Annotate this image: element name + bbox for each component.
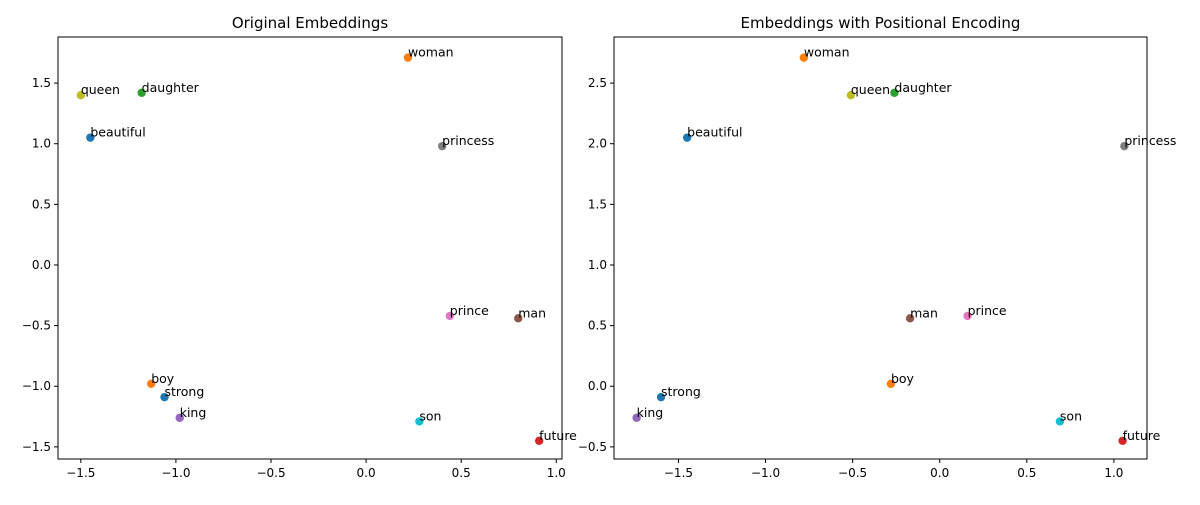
point-princess <box>1120 141 1129 151</box>
point-beautiful <box>86 133 95 142</box>
x-tick-label: 0.0 <box>930 466 949 480</box>
y-tick-label: 0.5 <box>32 197 51 211</box>
axes-frame <box>613 36 1148 460</box>
y-tick-label: −1.0 <box>22 379 51 393</box>
axes-frame <box>57 36 563 460</box>
point-label-woman: woman <box>408 45 454 60</box>
point-king <box>175 413 184 422</box>
y-tick-label: 1.5 <box>588 197 607 211</box>
point-label-man: man <box>518 305 546 320</box>
y-tick-label: 0.0 <box>32 258 51 272</box>
point-label-princess: princess <box>1124 133 1176 148</box>
point-label-queen: queen <box>851 82 890 97</box>
y-tick-label: 0.0 <box>588 379 607 393</box>
x-tick-label: 0.5 <box>1017 466 1036 480</box>
y-tick-label: 1.5 <box>32 76 51 90</box>
point-queen <box>846 91 856 100</box>
x-tick-label: −1.5 <box>66 466 95 480</box>
point-prince <box>445 311 454 321</box>
point-label-king: king <box>180 405 207 420</box>
point-boy <box>886 379 896 389</box>
point-daughter <box>890 88 899 97</box>
point-man <box>905 314 915 323</box>
y-tick-label: 1.0 <box>32 137 51 151</box>
point-label-princess: princess <box>442 133 494 148</box>
point-label-daughter: daughter <box>894 80 952 95</box>
x-tick-label: 1.0 <box>547 466 566 480</box>
x-tick-label: −1.0 <box>751 466 780 480</box>
x-tick-label: −0.5 <box>838 466 867 480</box>
y-tick-label: −1.5 <box>22 440 51 454</box>
y-tick-label: −0.5 <box>22 319 51 333</box>
point-king <box>632 413 641 422</box>
point-future <box>1118 436 1127 446</box>
point-man <box>514 314 523 323</box>
point-future <box>534 436 544 446</box>
point-label-prince: prince <box>968 303 1007 318</box>
point-son <box>415 417 424 426</box>
y-tick-label: 1.0 <box>588 258 607 272</box>
point-label-future: future <box>1123 428 1161 443</box>
chart-title: Original Embeddings <box>232 14 389 32</box>
point-label-prince: prince <box>450 303 489 318</box>
point-label-boy: boy <box>891 371 915 386</box>
y-tick-label: 2.0 <box>588 137 607 151</box>
point-son <box>1055 417 1065 426</box>
chart-title: Embeddings with Positional Encoding <box>741 14 1021 32</box>
point-woman <box>799 53 809 62</box>
point-label-future: future <box>539 428 577 443</box>
x-tick-label: −0.5 <box>256 466 285 480</box>
x-tick-label: 1.0 <box>1104 466 1123 480</box>
point-prince <box>963 311 972 321</box>
point-label-boy: boy <box>151 371 175 386</box>
y-tick-label: 2.5 <box>588 76 607 90</box>
x-tick-label: 0.0 <box>357 466 376 480</box>
point-princess <box>437 141 447 151</box>
point-label-daughter: daughter <box>142 80 200 95</box>
point-strong <box>656 392 666 402</box>
y-tick-label: 0.5 <box>588 319 607 333</box>
point-daughter <box>137 88 146 97</box>
point-boy <box>146 379 156 389</box>
point-queen <box>76 91 86 100</box>
x-tick-label: −1.5 <box>664 466 693 480</box>
point-label-queen: queen <box>81 82 120 97</box>
x-tick-label: −1.0 <box>161 466 190 480</box>
subplot-2: Embeddings with Positional Encoding −1.5 −… <box>578 14 1177 480</box>
point-label-son: son <box>419 408 441 423</box>
point-beautiful <box>682 133 692 142</box>
point-label-king: king <box>637 405 664 420</box>
point-label-strong: strong <box>661 384 701 399</box>
point-label-son: son <box>1060 408 1082 423</box>
y-tick-label: −0.5 <box>578 440 607 454</box>
point-label-man: man <box>910 305 938 320</box>
point-label-woman: woman <box>804 45 850 60</box>
x-tick-label: 0.5 <box>452 466 471 480</box>
point-label-beautiful: beautiful <box>90 125 145 140</box>
point-label-beautiful: beautiful <box>687 125 742 140</box>
point-woman <box>403 53 413 62</box>
point-strong <box>160 392 169 402</box>
subplot-1: Original Embeddings −1.5 −1.0 −0.5 0.0 0.5 1.0… <box>22 14 577 480</box>
point-label-strong: strong <box>165 384 205 399</box>
